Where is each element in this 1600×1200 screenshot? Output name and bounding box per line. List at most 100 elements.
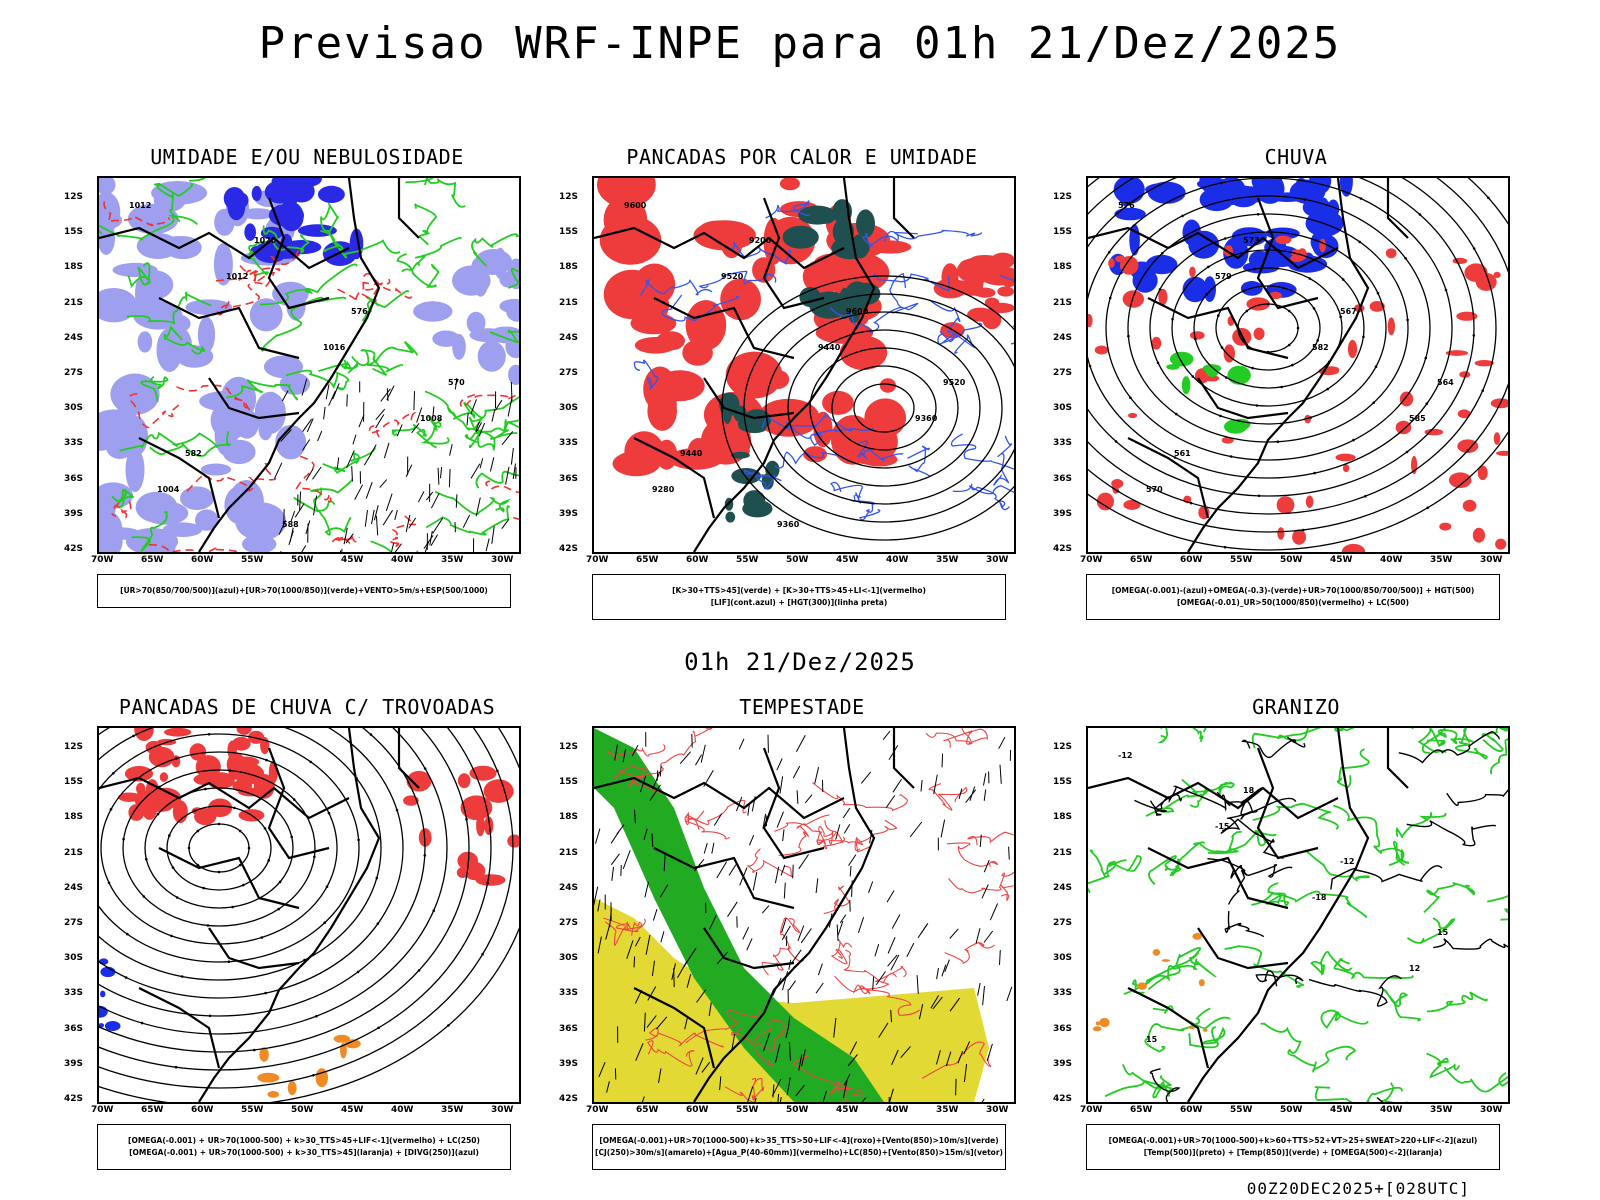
wind-vector — [941, 753, 944, 768]
lon-tick-label: 30W — [1480, 1105, 1503, 1115]
streamline-arrow — [206, 924, 210, 927]
streamline-arrow — [1418, 213, 1422, 216]
height-contour — [1149, 231, 1387, 425]
lat-tick-label: 36S — [64, 473, 84, 484]
wind-vector — [797, 925, 805, 941]
lon-tick-label: 30W — [1480, 555, 1503, 565]
wind-vector — [779, 776, 784, 794]
lon-tick-label: 50W — [291, 1105, 314, 1115]
temp-850-contour — [1089, 849, 1127, 878]
streamline-arrow — [238, 829, 242, 833]
streamline-arrow — [395, 808, 399, 812]
streamline-arrow — [1108, 296, 1112, 300]
wind-vector — [843, 823, 851, 834]
convection-area — [982, 310, 1002, 330]
wind-vector — [890, 1009, 892, 1023]
humidity-contour — [370, 540, 419, 552]
streamline-arrow — [231, 905, 234, 909]
omega-500-area — [1161, 959, 1170, 962]
humidity-contour — [119, 431, 218, 452]
humidity-area — [258, 418, 273, 441]
temp-850-contour — [1251, 892, 1290, 907]
streamline-arrow — [1341, 278, 1345, 281]
temp-500-contour — [1446, 789, 1508, 807]
streamline-arrow — [109, 808, 113, 811]
streamline-850 — [754, 1029, 784, 1067]
omega-500-area — [1192, 933, 1202, 940]
wind-850-area — [594, 728, 884, 1102]
lat-tick-label: 39S — [64, 1058, 84, 1069]
wind-vector — [614, 744, 618, 761]
omega-strong-area — [1181, 376, 1191, 395]
legend-box: [UR>70(850/700/500)](azul)+[UR>70(1000/8… — [97, 574, 511, 608]
streamline-850 — [793, 1054, 864, 1097]
streamline — [99, 728, 514, 1089]
streamline-arrow — [1158, 288, 1162, 291]
streamline-850 — [921, 1041, 992, 1079]
contour-label: 9440 — [680, 449, 703, 458]
wind-vector — [364, 510, 368, 527]
wind-vector — [369, 444, 377, 456]
wind-vector — [595, 828, 601, 844]
streamline-arrow — [267, 859, 270, 862]
lifted-index-contour — [952, 483, 1010, 511]
lat-tick-label: 36S — [559, 473, 579, 484]
wind-vector — [703, 842, 708, 854]
temp-850-contour — [1417, 728, 1447, 754]
streamline-arrow — [1205, 292, 1209, 296]
wind-vector — [449, 444, 453, 456]
wind-vector — [289, 527, 294, 543]
wind-vector — [424, 541, 430, 552]
temp-850-contour — [1487, 894, 1508, 913]
lat-tick-label: 12S — [1053, 192, 1073, 202]
streamline-850 — [946, 842, 999, 868]
lon-tick-label: 65W — [636, 1105, 659, 1115]
omega-strong-area — [1169, 351, 1194, 367]
wind-vector — [886, 890, 895, 903]
streamline-arrow — [1312, 307, 1316, 310]
streamline-arrow — [1314, 238, 1317, 242]
wind-vector — [792, 864, 794, 879]
streamline-arrow — [1181, 214, 1184, 218]
coastline — [693, 728, 876, 1102]
streamline-850 — [606, 744, 666, 760]
wind-vector — [620, 864, 622, 876]
lat-tick-label: 24S — [1053, 882, 1073, 893]
map-plot: 576 579 582 585 570 573 567 564 561 — [1086, 176, 1510, 554]
streamline-arrow — [1256, 213, 1260, 216]
humidity-area — [469, 328, 507, 343]
lat-tick-label: 21S — [1053, 297, 1073, 308]
streamline-arrow — [126, 932, 129, 936]
streamline-arrow — [174, 1065, 178, 1069]
streamline-arrow — [242, 883, 245, 887]
streamline-850 — [812, 782, 908, 812]
height-contour — [765, 311, 1003, 505]
lon-tick-label: 60W — [1180, 555, 1203, 565]
lifted-index-contour — [830, 481, 863, 504]
wind-vector — [696, 989, 707, 1003]
height-contour — [1088, 178, 1453, 479]
state-borders — [594, 178, 915, 519]
temp-850-contour — [1122, 1063, 1171, 1099]
convection-area-li — [856, 209, 875, 238]
streamline-arrow — [260, 936, 264, 939]
convection-area — [984, 297, 1000, 308]
wind-vector — [708, 1002, 712, 1016]
streamline-arrow — [1116, 489, 1120, 493]
lon-tick-label: 40W — [1380, 1105, 1403, 1115]
contour-label: 12 — [1409, 964, 1420, 973]
lat-tick-label: 21S — [559, 847, 579, 858]
wind-vector — [891, 1049, 899, 1066]
streamline-arrow — [265, 758, 268, 762]
wind-vector — [475, 497, 481, 517]
lat-tick-label: 24S — [1053, 332, 1073, 343]
height-contour — [1088, 178, 1508, 533]
humidity-contour — [140, 375, 169, 402]
streamline — [166, 805, 272, 891]
streamline-arrow — [325, 885, 329, 888]
temp-850-contour — [1333, 804, 1405, 855]
temp-850-contour — [1104, 1075, 1174, 1098]
lon-tick-label: 50W — [786, 555, 809, 565]
wind-vector — [874, 944, 880, 957]
wind-vector — [606, 1081, 610, 1093]
